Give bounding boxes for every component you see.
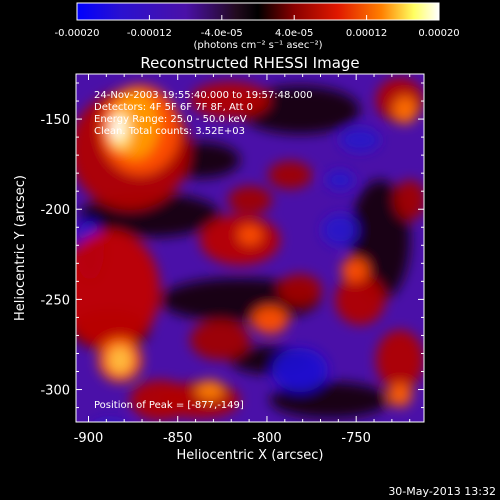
heatmap-region xyxy=(272,348,328,392)
annotation-time-range: 24-Nov-2003 19:55:40.000 to 19:57:48.000 xyxy=(94,90,313,101)
x-tick-label: -850 xyxy=(163,431,193,446)
y-axis-label: Heliocentric Y (arcsec) xyxy=(13,175,28,321)
colorbar-ticks: -0.00020 -0.00012 -4.0e-05 4.0e-05 0.00012 0.… xyxy=(55,15,460,39)
y-tick-label: -200 xyxy=(40,203,70,218)
heatmap-region xyxy=(394,180,424,220)
heatmap-region xyxy=(111,116,125,140)
heatmap-region xyxy=(388,383,412,407)
colorbar-gradient xyxy=(76,2,440,21)
heatmap-region xyxy=(130,380,190,420)
annotation-peak-position: Position of Peak = [-877,-149] xyxy=(94,400,244,411)
heatmap-region xyxy=(376,330,424,390)
x-tick-label: -900 xyxy=(74,431,104,446)
heatmap-region xyxy=(240,86,360,134)
heatmap-region xyxy=(278,274,322,306)
heatmap-region xyxy=(228,186,272,214)
x-axis-label: Heliocentric X (arcsec) xyxy=(177,448,324,463)
heatmap-region xyxy=(252,306,288,334)
footer-date: 30-May-2013 13:32 xyxy=(388,485,496,498)
annotations: 24-Nov-2003 19:55:40.000 to 19:57:48.000… xyxy=(94,90,313,411)
chart-title: Reconstructed RHESSI Image xyxy=(140,54,359,72)
y-tick-label: -300 xyxy=(40,384,70,399)
x-axis: -900 -850 -800 -750 xyxy=(74,74,411,446)
y-tick-label: -250 xyxy=(40,293,70,308)
x-tick-label: -800 xyxy=(252,431,282,446)
heatmap-region xyxy=(322,214,358,246)
heatmap-region xyxy=(340,128,380,152)
annotation-detectors: Detectors: 4F 5F 6F 7F 8F, Att 0 xyxy=(94,102,253,113)
heatmap-region xyxy=(268,161,312,189)
y-tick-label: -150 xyxy=(40,113,70,128)
colorbar-tick-label: 0.00020 xyxy=(418,28,459,39)
plot-frame xyxy=(75,73,425,423)
y-axis: -150 -200 -250 -300 xyxy=(40,82,424,409)
heatmap-region xyxy=(341,258,369,282)
heatmap-region xyxy=(196,380,224,400)
colorbar-unit-label: (photons cm⁻² s⁻¹ asec⁻²) xyxy=(193,40,322,51)
colorbar-tick-label: -4.0e-05 xyxy=(201,28,243,39)
heatmap-region xyxy=(238,225,262,245)
heatmap-region xyxy=(393,96,417,124)
annotation-energy-range: Energy Range: 25.0 - 50.0 keV xyxy=(94,114,247,125)
heatmap-region xyxy=(190,82,270,118)
heatmap-region xyxy=(326,170,354,190)
colorbar: -0.00020 -0.00012 -4.0e-05 4.0e-05 0.00012 0.… xyxy=(55,2,460,51)
heatmap-region xyxy=(335,275,385,325)
heatmap-region xyxy=(76,230,160,350)
colorbar-tick-label: 4.0e-05 xyxy=(275,28,313,39)
heatmap-image xyxy=(76,74,424,422)
heatmap-region xyxy=(108,346,132,374)
x-tick-label: -750 xyxy=(341,431,371,446)
annotation-total-counts: Clean. Total counts: 3.52E+03 xyxy=(94,126,245,137)
colorbar-tick-label: -0.00020 xyxy=(55,28,100,39)
heatmap-region xyxy=(190,320,250,360)
colorbar-tick-label: 0.00012 xyxy=(346,28,387,39)
colorbar-tick-label: -0.00012 xyxy=(127,28,172,39)
